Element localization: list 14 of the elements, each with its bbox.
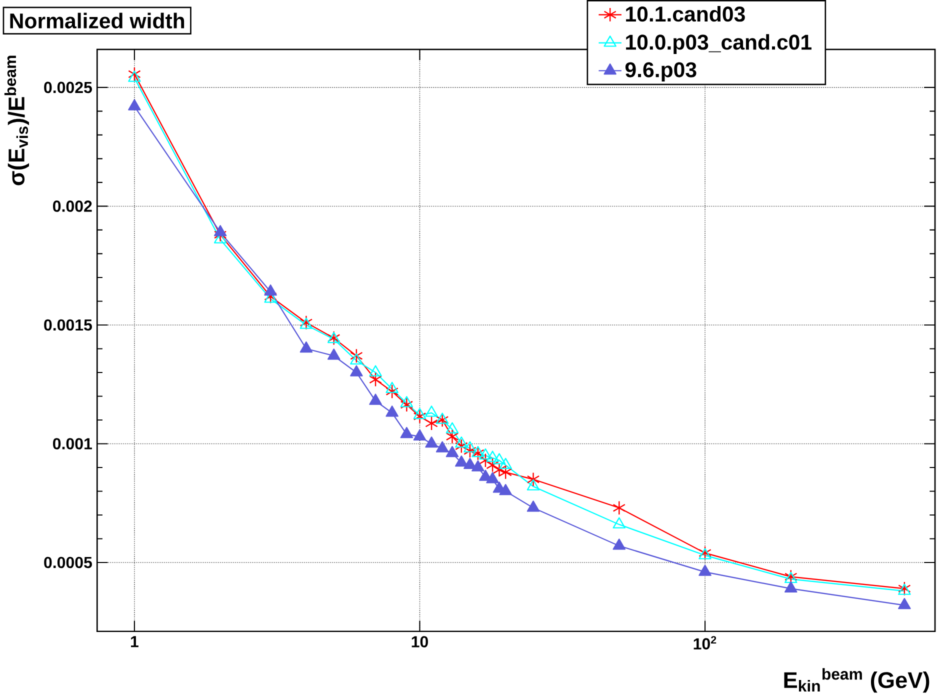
y-axis-title: σ(E$_{vis}$)/E$^{beam}$ [4, 56, 30, 186]
x-tick-label: 10 [412, 636, 428, 648]
y-tick-label: 0.0015 [44, 319, 92, 330]
legend-label: 10.0.p03_cand.c01 [626, 34, 812, 54]
x-axis-title: E$_{kin}$$^{beam}$ (GeV) [784, 668, 930, 692]
chart-title: Normalized width [10, 12, 184, 28]
x-tick-label: 1 [131, 636, 138, 647]
y-tick-label: 0.001 [53, 438, 92, 450]
x-tick-label: 10$^{2}$ [694, 636, 716, 650]
y-tick-label: 0.0025 [44, 82, 92, 93]
y-tick-label: 0.0005 [44, 556, 92, 568]
y-tick-label: 0.002 [53, 200, 92, 212]
legend-label: 9.6.p03 [625, 62, 696, 82]
legend-label: 10.1.cand03 [626, 6, 745, 22]
